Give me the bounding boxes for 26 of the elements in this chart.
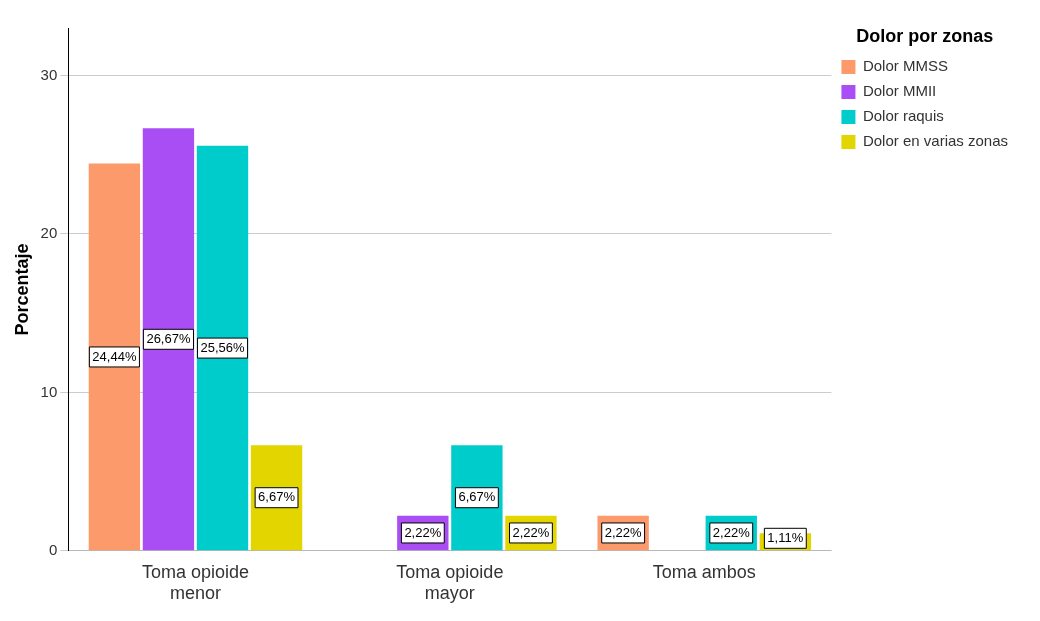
data-label: 6,67% <box>258 489 296 505</box>
y-tick-label: 20 <box>40 224 58 242</box>
data-label: 25,56% <box>200 339 245 355</box>
x-tick-label: Toma opioide mayor <box>396 561 504 604</box>
legend-label: Dolor en varias zonas <box>862 132 1009 150</box>
y-tick-label: 30 <box>40 65 58 83</box>
data-label: 2,22% <box>404 524 442 540</box>
legend-label: Dolor MMII <box>862 82 937 100</box>
bar <box>196 145 249 551</box>
data-label: 2,22% <box>512 524 550 540</box>
y-tick-label: 10 <box>40 382 58 400</box>
legend-label: Dolor raquis <box>862 107 944 125</box>
legend-title: Dolor por zonas <box>856 25 994 46</box>
y-axis-title: Porcentaje <box>11 243 32 336</box>
y-tick-label: 0 <box>48 540 58 558</box>
x-tick-label: Toma ambos <box>652 561 756 582</box>
bar <box>142 128 195 551</box>
data-label: 6,67% <box>458 489 496 505</box>
data-label: 1,11% <box>767 529 804 545</box>
data-label: 2,22% <box>712 524 751 540</box>
x-tick-label: Toma opioide menor <box>141 561 250 604</box>
data-label: 24,44% <box>92 348 137 364</box>
data-label: 26,67% <box>146 330 191 346</box>
legend-label: Dolor MMSS <box>862 57 948 75</box>
bar <box>88 163 141 551</box>
data-label: 2,22% <box>604 524 643 540</box>
